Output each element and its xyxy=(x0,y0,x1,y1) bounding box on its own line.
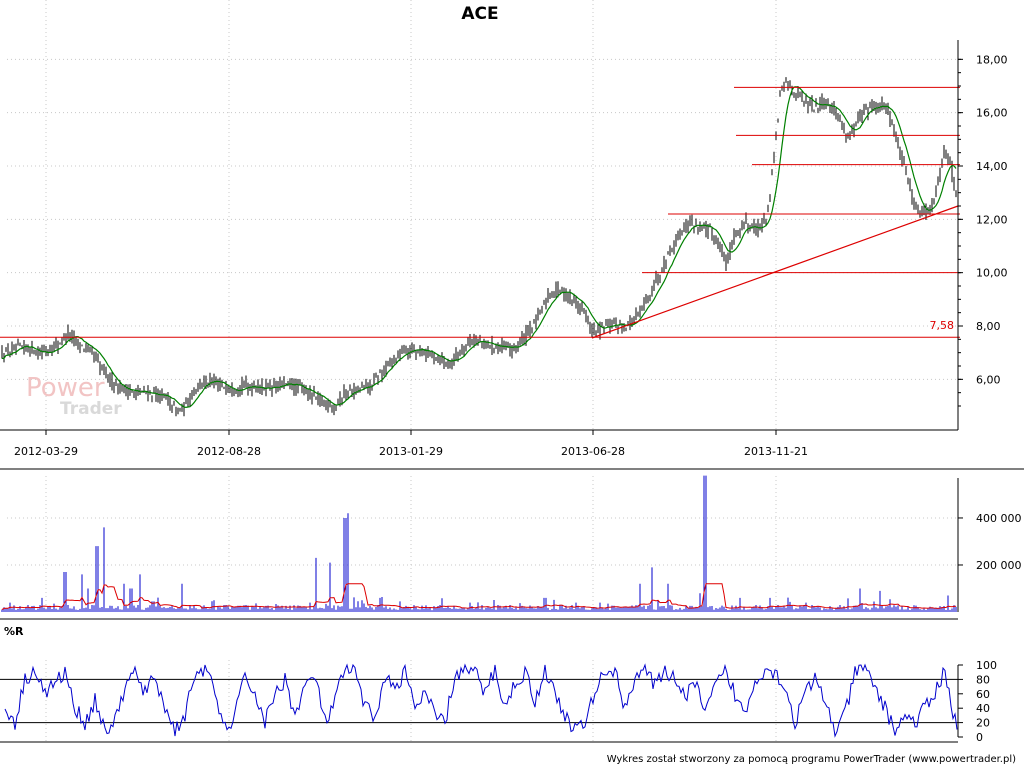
volume-average xyxy=(1,583,957,611)
volume-axes: 200 000 400 000 xyxy=(0,478,1022,620)
price-tick-label: 12,00 xyxy=(976,213,1008,226)
powertrader-watermark: Power Trader xyxy=(26,373,122,419)
support-trendline xyxy=(591,205,959,339)
volume-grid xyxy=(7,476,958,612)
williams-r-tick-label: 20 xyxy=(976,717,990,730)
price-tick-label: 14,00 xyxy=(976,160,1008,173)
williams-r-line-path xyxy=(4,663,958,738)
price-levels xyxy=(0,86,960,339)
williams-r-tick-label: 0 xyxy=(976,731,983,744)
williams-r-title: %R xyxy=(4,625,24,638)
price-tick-label: 16,00 xyxy=(976,107,1008,120)
price-bars xyxy=(1,77,957,417)
chart-title: ACE xyxy=(461,4,498,24)
price-tick-label: 18,00 xyxy=(976,53,1008,66)
date-tick-label: 2013-11-21 xyxy=(744,445,808,458)
williams-r-line xyxy=(4,663,958,738)
price-level-label: 7,58 xyxy=(930,319,955,332)
footer-credit: Wykres został stworzony za pomocą progra… xyxy=(607,754,1016,765)
price-axes: 6,00 8,00 10,00 12,00 14,00 16,00 18,00 2012-03… xyxy=(0,40,1024,470)
date-tick-label: 2013-06-28 xyxy=(561,445,625,458)
date-tick-label: 2013-01-29 xyxy=(379,445,443,458)
moving-average-line xyxy=(2,86,957,409)
williams-r-tick-label: 40 xyxy=(976,702,990,715)
date-tick-label: 2012-08-28 xyxy=(197,445,261,458)
williams-r-tick-label: 100 xyxy=(976,659,997,672)
price-tick-label: 6,00 xyxy=(976,373,1001,386)
watermark-trader: Trader xyxy=(60,399,122,419)
williams-r-grid xyxy=(0,660,958,742)
volume-bars xyxy=(1,475,957,612)
volume-tick-label: 200 000 xyxy=(976,559,1022,572)
volume-tick-label: 400 000 xyxy=(976,512,1022,525)
watermark-power: Power xyxy=(26,373,105,403)
price-grid xyxy=(7,0,958,430)
price-tick-label: 10,00 xyxy=(976,267,1008,280)
williams-r-tick-label: 80 xyxy=(976,673,990,686)
volume-average-line xyxy=(1,583,957,611)
williams-r-tick-label: 60 xyxy=(976,688,990,701)
price-tick-label: 8,00 xyxy=(976,320,1001,333)
price-moving-average xyxy=(2,86,957,409)
date-tick-label: 2012-03-29 xyxy=(14,445,78,458)
